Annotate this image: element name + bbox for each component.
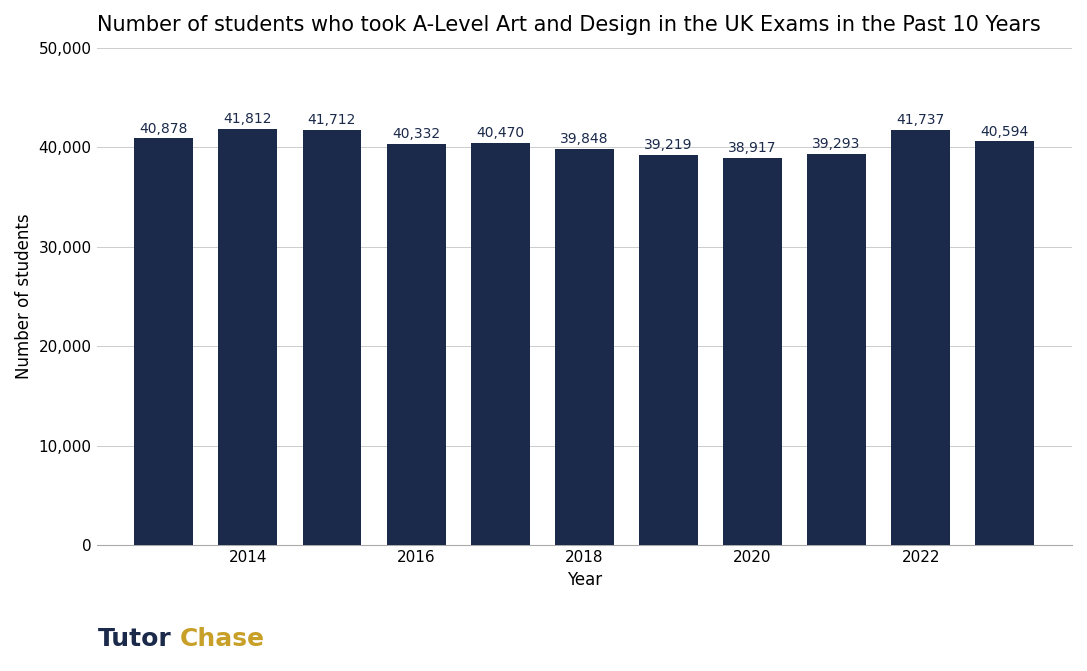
Text: Tutor: Tutor	[98, 627, 172, 651]
Text: 40,470: 40,470	[476, 125, 524, 140]
Bar	[218, 130, 277, 546]
Y-axis label: Number of students: Number of students	[15, 214, 33, 379]
Bar	[891, 130, 950, 546]
Bar	[554, 149, 614, 546]
Bar	[135, 138, 193, 546]
Text: 41,712: 41,712	[308, 113, 357, 127]
Bar	[975, 142, 1034, 546]
Text: 40,878: 40,878	[139, 121, 188, 136]
Text: Chase: Chase	[179, 627, 264, 651]
Text: 40,332: 40,332	[392, 127, 440, 141]
Bar	[302, 130, 362, 546]
Text: Number of students who took A-Level Art and Design in the UK Exams in the Past 1: Number of students who took A-Level Art …	[97, 15, 1040, 35]
Text: 39,219: 39,219	[645, 138, 692, 152]
X-axis label: Year: Year	[566, 571, 602, 589]
Text: 38,917: 38,917	[728, 141, 777, 155]
Text: 39,848: 39,848	[560, 132, 609, 146]
Bar	[639, 155, 698, 546]
Bar	[471, 142, 529, 546]
Text: 39,293: 39,293	[812, 138, 861, 152]
Text: 40,594: 40,594	[980, 125, 1029, 138]
Text: 41,737: 41,737	[897, 113, 945, 127]
Bar	[387, 144, 446, 546]
Bar	[808, 154, 866, 546]
Bar	[723, 158, 782, 546]
Text: 41,812: 41,812	[224, 113, 272, 126]
